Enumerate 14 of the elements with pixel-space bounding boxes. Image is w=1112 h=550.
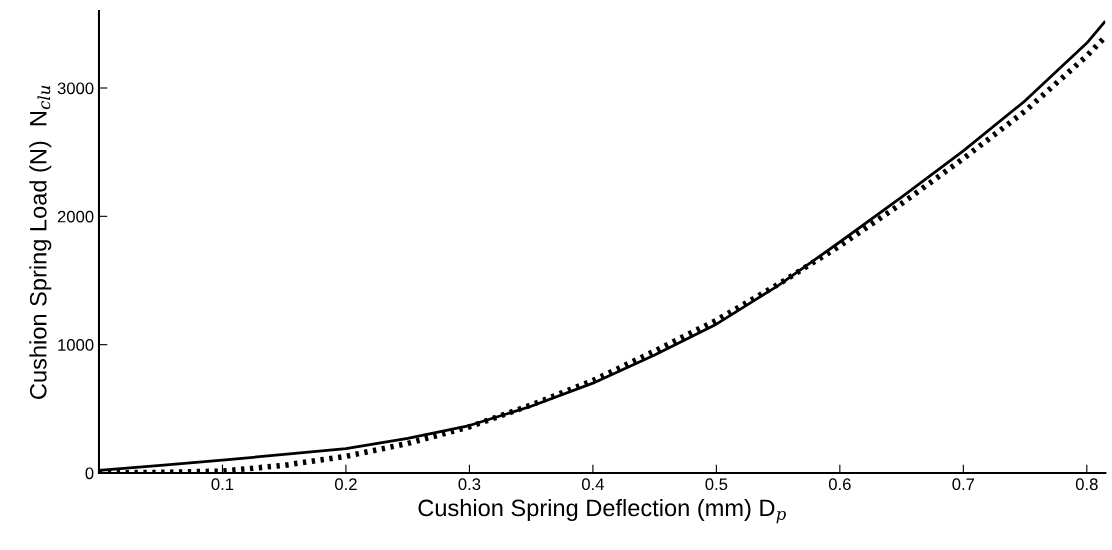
y-tick-label: 0 [85, 467, 94, 480]
x-tick-label: 0.2 [335, 478, 357, 491]
y-tick-label: 3000 [57, 82, 94, 95]
y-axis-title: Cushion Spring Load (N) N$_{clu}$ [29, 85, 52, 399]
y-tick-label: 2000 [57, 210, 94, 223]
x-axis-title: Cushion Spring Deflection (mm) D$_{p}$ [418, 498, 786, 524]
x-tick-label: 0.7 [952, 478, 975, 491]
x-tick-label: 0.5 [705, 478, 728, 491]
x-tick-label: 0.8 [1075, 478, 1098, 491]
y-tick-label: 1000 [58, 339, 94, 351]
x-tick-label: 0.6 [828, 478, 851, 491]
x-tick-label: 0.3 [458, 478, 481, 491]
x-tick-label: 0.4 [581, 478, 604, 491]
x-tick-label: 0.1 [211, 478, 234, 491]
